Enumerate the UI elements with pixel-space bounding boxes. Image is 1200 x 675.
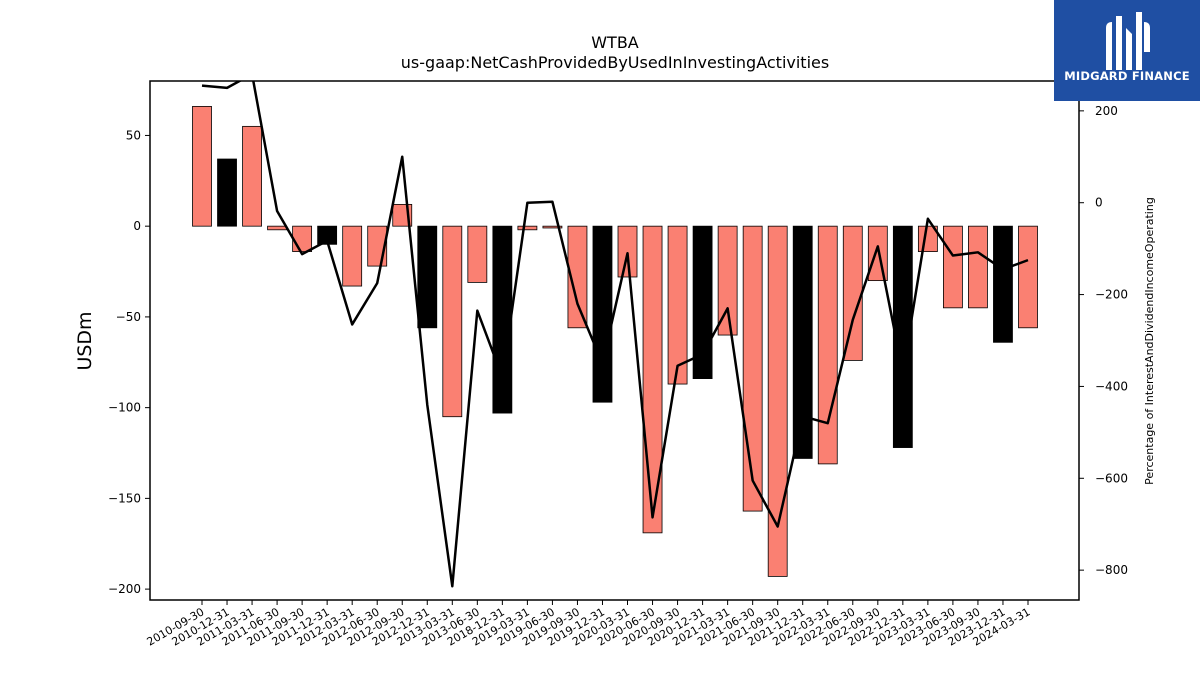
x-axis-ticks: 2010-09-302010-12-312011-03-312011-06-30…	[145, 600, 1032, 649]
y2-tick-label: −600	[1095, 471, 1128, 485]
plot-frame	[149, 80, 1080, 601]
y-tick-label: 0	[133, 219, 141, 233]
bar	[943, 225, 963, 309]
y2-tick-label: −200	[1095, 288, 1128, 302]
bar	[292, 225, 313, 252]
y-tick-label: −100	[108, 401, 141, 415]
chart-subtitle: us-gaap:NetCashProvidedByUsedInInvesting…	[401, 53, 829, 72]
bar	[892, 225, 913, 448]
y2-tick-label: 200	[1095, 104, 1118, 118]
bar	[467, 225, 488, 283]
brand-logo: MIDGARD FINANCE	[1054, 0, 1200, 101]
line-series	[201, 81, 1029, 588]
y-tick-label: −150	[108, 491, 141, 505]
midgard-logo-icon	[1106, 12, 1150, 70]
y-axis-label: USDm	[74, 311, 96, 370]
bar	[717, 225, 738, 336]
bar	[517, 225, 538, 231]
bar	[642, 225, 663, 534]
bar	[792, 225, 813, 459]
y-tick-label: −50	[116, 310, 141, 324]
bar	[417, 225, 438, 329]
y2-tick-label: −400	[1095, 379, 1128, 393]
bar	[767, 225, 788, 577]
y-tick-label: 50	[126, 128, 141, 142]
bar	[617, 225, 638, 278]
brand-name: MIDGARD FINANCE	[1064, 69, 1190, 83]
y2-axis-label: Percentage of InterestAndDividendIncomeO…	[1143, 197, 1156, 485]
bar	[968, 225, 988, 309]
y2-tick-label: 0	[1095, 196, 1103, 210]
bar	[442, 225, 463, 418]
bar	[192, 106, 212, 227]
left-axis-ticks: 50 0 −50 −100 −150 −200	[108, 128, 150, 596]
y2-tick-label: −800	[1095, 563, 1128, 577]
bar	[567, 225, 588, 329]
bar	[217, 158, 237, 227]
bar	[242, 125, 262, 227]
bar	[492, 225, 513, 414]
bar	[667, 225, 688, 385]
right-axis-ticks: 200 0 −200 −400 −600 −800	[1079, 104, 1128, 577]
bar	[742, 225, 763, 512]
bar-series	[192, 106, 1038, 577]
bar	[542, 225, 563, 229]
bar	[267, 225, 287, 231]
bar	[817, 225, 838, 465]
bar	[993, 225, 1013, 343]
y-tick-label: −200	[108, 582, 141, 596]
bar	[867, 225, 888, 282]
bar	[692, 225, 713, 379]
bar	[592, 225, 613, 403]
line-path	[201, 81, 1029, 588]
bar	[342, 225, 363, 287]
chart-title: WTBA	[591, 33, 639, 52]
bar	[842, 225, 863, 361]
bar	[1018, 225, 1038, 329]
